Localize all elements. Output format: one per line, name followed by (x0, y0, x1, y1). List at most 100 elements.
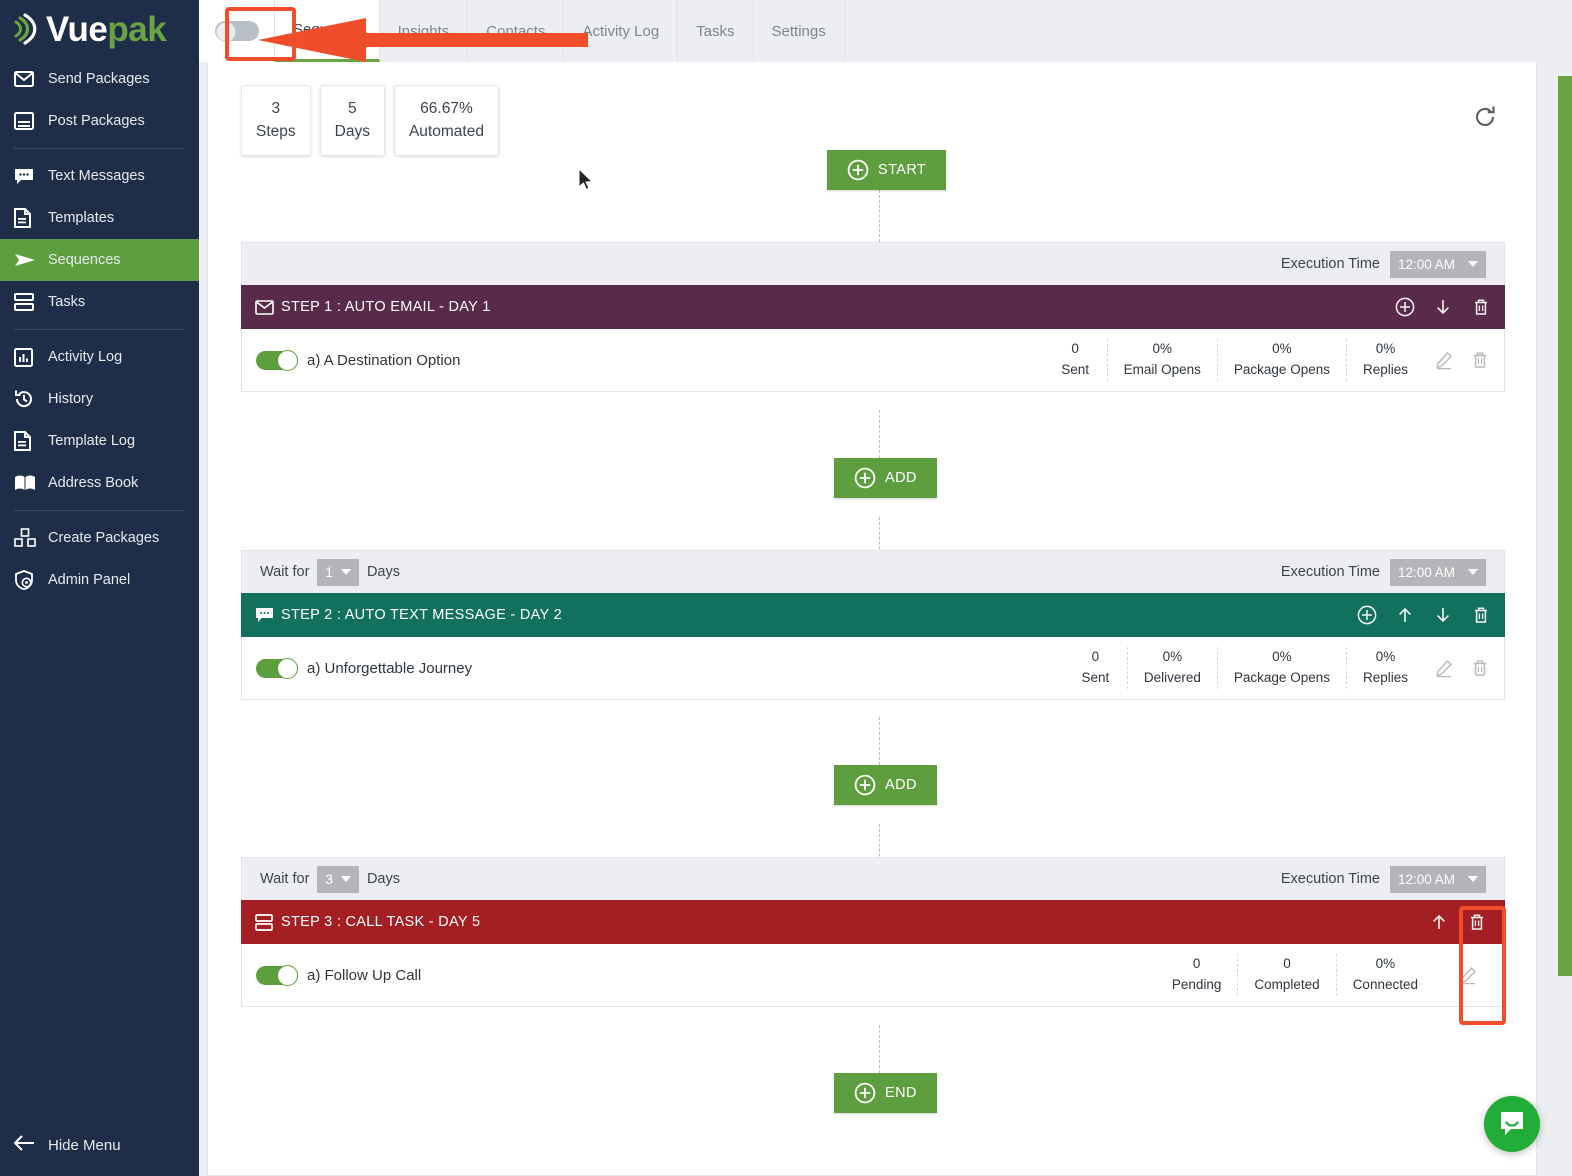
metric-label: Replies (1362, 670, 1408, 685)
sidebar-item-label: Sequences (48, 252, 121, 268)
tab-tasks[interactable]: Tasks (678, 0, 754, 62)
start-button[interactable]: START (827, 150, 947, 190)
metric-value: 0% (1162, 649, 1183, 665)
arrow-down-icon[interactable] (1433, 297, 1453, 317)
add-step-button-1[interactable]: ADD (834, 458, 937, 498)
metric-completed: 0 Completed (1238, 954, 1337, 996)
add-label: ADD (885, 470, 917, 486)
arrow-down-icon[interactable] (1433, 605, 1453, 625)
brand-name-first: Vue (46, 9, 108, 49)
tab-settings[interactable]: Settings (753, 0, 845, 62)
step-1-actions (1395, 297, 1491, 317)
sidebar-divider (14, 148, 185, 149)
flow-connector (879, 824, 880, 886)
metric-connected: 0% Connected (1337, 954, 1434, 996)
metric-value: 0 (1192, 956, 1201, 972)
chevron-down-icon (1468, 569, 1478, 575)
sidebar-item-admin-panel[interactable]: Admin Panel (0, 559, 199, 601)
execution-time-group: Execution Time 12:00 AM (1281, 558, 1486, 586)
chat-widget-button[interactable] (1484, 1096, 1540, 1152)
pencil-icon[interactable] (1434, 350, 1454, 370)
step-item-toggle[interactable] (256, 964, 298, 986)
stat-value: 66.67% (420, 100, 473, 117)
plus-circle-icon (854, 467, 876, 489)
sidebar-item-sequences[interactable]: Sequences (0, 239, 199, 281)
metric-value: 0% (1375, 649, 1396, 665)
metric-label: Pending (1171, 977, 1222, 992)
sidebar-item-template-log[interactable]: Template Log (0, 420, 199, 462)
trash-icon[interactable] (1470, 658, 1490, 678)
bar-chart-icon (14, 347, 48, 367)
trash-icon[interactable] (1471, 605, 1491, 625)
execution-time-select[interactable]: 12:00 AM (1390, 558, 1486, 586)
step-item-toggle[interactable] (256, 349, 298, 371)
sidebar-item-label: Tasks (48, 294, 86, 310)
wait-for-label: Wait for (260, 871, 310, 887)
plus-circle-icon[interactable] (1357, 605, 1377, 625)
metric-label: Delivered (1143, 670, 1201, 685)
refresh-icon[interactable] (1472, 104, 1498, 130)
envelope-icon (14, 71, 48, 87)
scrollbar-thumb[interactable] (1558, 76, 1572, 976)
sidebar-item-history[interactable]: History (0, 378, 199, 420)
sidebar-item-address-book[interactable]: Address Book (0, 462, 199, 504)
pencil-icon[interactable] (1458, 965, 1478, 985)
end-button[interactable]: END (834, 1073, 937, 1113)
flow-connector (879, 410, 880, 478)
execution-time-select[interactable]: 12:00 AM (1390, 865, 1486, 893)
execution-time-select[interactable]: 12:00 AM (1390, 250, 1486, 278)
sidebar-item-activity-log[interactable]: Activity Log (0, 336, 199, 378)
flow-connector (879, 190, 880, 242)
wait-for-group: Wait for 1 Days (260, 558, 400, 586)
sidebar-item-label: Templates (48, 210, 115, 226)
tab-contacts[interactable]: Contacts (468, 0, 565, 62)
stat-card-days: 5 Days (319, 85, 385, 156)
metric-sent: 0 Sent (1064, 647, 1128, 689)
chat-widget-icon (1501, 1112, 1523, 1135)
metric-delivered: 0% Delivered (1128, 647, 1218, 689)
sidebar-item-create-packages[interactable]: Create Packages (0, 517, 199, 559)
arrow-up-icon[interactable] (1429, 912, 1449, 932)
execution-time-label: Execution Time (1280, 871, 1380, 887)
sidebar-item-label: Post Packages (48, 113, 145, 129)
toggle-switch-icon[interactable] (214, 21, 259, 42)
sidebar-item-text-messages[interactable]: Text Messages (0, 155, 199, 197)
post-box-icon (14, 112, 48, 130)
metric-value: 0% (1152, 341, 1173, 357)
sidebar-item-tasks[interactable]: Tasks (0, 281, 199, 323)
metric-value: 0 (1091, 649, 1100, 665)
page-scrollbar[interactable] (1558, 0, 1572, 1176)
trash-icon[interactable] (1471, 297, 1491, 317)
wait-days-value: 3 (325, 871, 333, 887)
wait-days-select[interactable]: 1 (317, 558, 359, 586)
arrow-up-icon[interactable] (1395, 605, 1415, 625)
tab-insights[interactable]: Insights (379, 0, 469, 62)
step-1-exec-row: Execution Time 12:00 AM (241, 242, 1505, 285)
wait-days-value: 1 (325, 564, 333, 580)
trash-icon[interactable] (1470, 350, 1490, 370)
arrow-left-icon (13, 1135, 48, 1155)
step-3-metrics: 0 Pending 0 Completed 0% Connected (1156, 954, 1434, 996)
tab-activity-log[interactable]: Activity Log (564, 0, 679, 62)
tab-sequence[interactable]: Sequence (275, 0, 380, 62)
hide-menu-button[interactable]: Hide Menu (0, 1114, 199, 1176)
sidebar-item-post-packages[interactable]: Post Packages (0, 100, 199, 142)
plus-circle-icon[interactable] (1395, 297, 1415, 317)
pencil-icon[interactable] (1434, 658, 1454, 678)
wait-days-select[interactable]: 3 (317, 865, 359, 893)
document-lines-icon (14, 431, 48, 451)
metric-package-opens: 0% Package Opens (1218, 647, 1347, 689)
sidebar-item-templates[interactable]: Templates (0, 197, 199, 239)
step-item-toggle[interactable] (256, 657, 298, 679)
metric-label: Package Opens (1233, 670, 1330, 685)
sidebar-item-send-packages[interactable]: Send Packages (0, 58, 199, 100)
trash-icon[interactable] (1467, 912, 1487, 932)
brand-logo[interactable]: Vuepak (0, 0, 199, 58)
sequence-enable-toggle[interactable] (199, 0, 275, 62)
stat-label: Days (334, 123, 370, 141)
metric-package-opens: 0% Package Opens (1218, 339, 1347, 381)
add-step-button-2[interactable]: ADD (834, 765, 937, 805)
metric-value: 0% (1272, 649, 1292, 665)
step-3-row-actions (1434, 965, 1490, 985)
